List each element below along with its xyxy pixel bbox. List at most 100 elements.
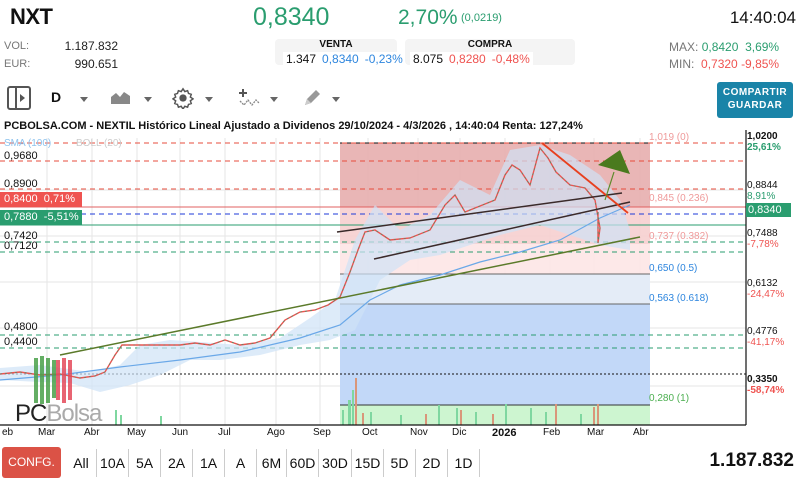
left-axis-label: 0,9680	[4, 150, 38, 162]
volume-value: 1.187.832	[64, 39, 118, 53]
left-axis-label: 0,7120	[4, 240, 38, 252]
x-tick: Mar	[587, 427, 605, 438]
left-axis-label: 0,8900	[4, 178, 38, 190]
right-axis-value: 0,6132	[747, 278, 778, 289]
right-axis-value: 0,3350	[747, 374, 778, 385]
watermark-logo: PCBolsa	[15, 400, 102, 428]
quote-time: 14:40:04	[729, 8, 796, 27]
max-pct: 3,69%	[745, 40, 780, 54]
right-axis-tick: 0,4776 -41,17%	[747, 326, 784, 348]
x-tick: eb	[2, 427, 14, 438]
range-15d[interactable]: 15D	[352, 449, 384, 477]
pencil-icon	[305, 90, 320, 105]
chart-type-dropdown-icon[interactable]	[144, 97, 152, 102]
panel-toggle-icon	[7, 86, 31, 110]
eur-label: EUR:	[4, 58, 31, 70]
share-label: COMPARTIR	[722, 87, 788, 98]
current-price-marker: 0,8340	[746, 203, 791, 217]
indicators-button[interactable]	[238, 87, 260, 114]
symbol: NXT	[10, 4, 53, 29]
settings-button[interactable]	[171, 87, 195, 114]
x-tick: Feb	[543, 427, 561, 438]
x-tick: Oct	[362, 427, 378, 438]
range-6m[interactable]: 6M	[257, 449, 287, 477]
x-tick: Dic	[452, 427, 467, 438]
watermark-pc: PC	[15, 400, 47, 427]
price-chart[interactable]	[0, 118, 808, 440]
range-1d[interactable]: 1D	[448, 449, 480, 477]
range-5d[interactable]: 5D	[384, 449, 416, 477]
chart-title: PCBOLSA.COM - NEXTIL Histórico Lineal Aj…	[4, 120, 583, 132]
gear-icon	[171, 87, 195, 111]
share-save-button[interactable]: COMPARTIR GUARDAR	[717, 82, 793, 118]
fib-label: 0,280 (1)	[649, 393, 690, 404]
right-axis-tick: 1,0200 25,61%	[747, 131, 781, 153]
left-axis-label: 0,4800	[4, 321, 38, 333]
drawing-tools-button[interactable]	[302, 88, 322, 113]
x-tick: Jul	[218, 427, 231, 438]
right-axis-tick: 0,3350 -58,74%	[747, 374, 784, 396]
eur-value: 990.651	[74, 57, 118, 71]
buy-qty: 8.075	[410, 52, 447, 66]
range-all[interactable]: All	[66, 449, 97, 477]
x-tick: Abr	[633, 427, 649, 438]
range-2a[interactable]: 2A	[161, 449, 193, 477]
sell-box: VENTA 1.347 0,8340 -0,23%	[275, 39, 406, 66]
range-10a[interactable]: 10A	[97, 449, 129, 477]
min-value: 0,7320	[701, 57, 738, 71]
right-axis-value: 1,0200	[747, 131, 778, 142]
drawing-tools-dropdown-icon[interactable]	[332, 97, 340, 102]
x-tick: 2026	[492, 427, 517, 439]
chart-type-button[interactable]	[111, 90, 131, 109]
right-axis-pct: 8,91%	[747, 191, 776, 202]
watermark-bolsa: Bolsa	[46, 400, 102, 427]
low-marker-value: 0,7880	[4, 211, 38, 223]
period-dropdown-icon[interactable]	[80, 97, 88, 102]
legend-sma: SMA (100)	[4, 138, 52, 149]
range-5a[interactable]: 5A	[129, 449, 161, 477]
config-button[interactable]: CONFG.	[2, 447, 61, 478]
buy-title: COMPRA	[467, 39, 513, 50]
area-chart-icon	[111, 92, 130, 104]
change-percent: 2,70%	[398, 6, 458, 29]
right-axis-pct: -41,17%	[747, 337, 785, 348]
indicators-dropdown-icon[interactable]	[270, 97, 278, 102]
fib-label: 0,737 (0.382)	[649, 231, 709, 242]
x-tick: May	[127, 427, 146, 438]
sidebar-toggle-button[interactable]	[7, 86, 31, 110]
last-price: 0,8340	[253, 3, 330, 31]
range-2d[interactable]: 2D	[416, 449, 448, 477]
sell-qty: 1.347	[283, 52, 320, 66]
min-label: MIN:	[669, 57, 695, 71]
legend-boll: BOLL (20)	[76, 138, 122, 149]
high-marker-value: 0,8400	[4, 193, 38, 205]
range-60d[interactable]: 60D	[287, 449, 319, 477]
low-marker-pct: -5,51%	[43, 211, 79, 223]
right-axis-pct: 25,61%	[747, 142, 781, 153]
x-tick: Sep	[313, 427, 331, 438]
buy-pct: -0,48%	[488, 52, 533, 66]
right-axis-pct: -7,78%	[747, 239, 779, 250]
right-axis-tick: 0,6132 -24,47%	[747, 278, 784, 300]
settings-dropdown-icon[interactable]	[205, 97, 213, 102]
save-label: GUARDAR	[727, 100, 783, 111]
range-1a[interactable]: 1A	[193, 449, 225, 477]
x-axis: eb Mar Abr May Jun Jul Ago Sep Oct Nov D…	[0, 427, 752, 441]
high-marker-pct: 0,71%	[43, 193, 75, 205]
range-a[interactable]: A	[225, 449, 257, 477]
max-label: MAX:	[669, 40, 699, 54]
buy-price: 0,8280	[446, 52, 489, 66]
sell-price: 0,8340	[319, 52, 362, 66]
x-tick: Mar	[38, 427, 56, 438]
right-axis-pct: -24,47%	[747, 289, 785, 300]
left-axis-label: 0,4400	[4, 336, 38, 348]
range-30d[interactable]: 30D	[319, 449, 352, 477]
x-tick: Abr	[84, 427, 100, 438]
period-selector[interactable]: D	[51, 89, 62, 105]
total-volume: 1.187.832	[709, 450, 794, 471]
right-axis-tick: 0,8844 8,91%	[747, 180, 778, 202]
x-tick: Jun	[172, 427, 189, 438]
buy-box: COMPRA 8.075 0,8280 -0,48%	[405, 39, 575, 66]
chart-canvas[interactable]	[0, 118, 808, 440]
fib-label: 0,845 (0.236)	[649, 193, 709, 204]
